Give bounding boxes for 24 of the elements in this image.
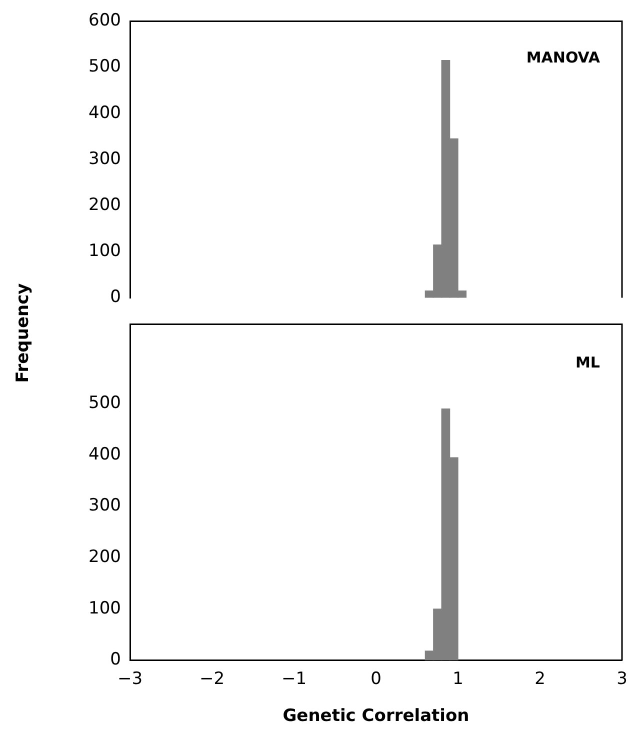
x-tick-label: −2 xyxy=(199,668,225,689)
y-tick-label: 600 xyxy=(88,10,121,31)
y-tick-label: 0 xyxy=(110,650,121,670)
annotation: ML xyxy=(576,354,600,372)
y-tick-label: 200 xyxy=(88,195,121,216)
y-tick-label: 0 xyxy=(110,287,121,308)
y-tick-label: 100 xyxy=(88,241,121,262)
x-tick-label: −3 xyxy=(117,668,143,689)
x-tick-label: 2 xyxy=(534,668,546,689)
y-tick-label: 300 xyxy=(88,496,121,516)
y-tick-label: 500 xyxy=(88,56,121,77)
y-tick-label: 300 xyxy=(88,148,121,169)
annotation: MANOVA xyxy=(526,48,600,67)
y-axis-title: Frequency xyxy=(13,283,34,383)
y-tick-label: 400 xyxy=(88,102,121,123)
x-tick-label: 0 xyxy=(370,668,382,689)
y-tick-label: 400 xyxy=(88,444,121,464)
x-axis-title: Genetic Correlation xyxy=(282,706,470,726)
y-tick-label: 200 xyxy=(88,547,121,568)
y-tick-label: 100 xyxy=(88,598,121,618)
x-tick-label: 3 xyxy=(616,668,628,689)
x-tick-label: 1 xyxy=(452,668,464,689)
x-tick-label: −1 xyxy=(281,668,307,689)
y-tick-label: 500 xyxy=(88,393,121,414)
